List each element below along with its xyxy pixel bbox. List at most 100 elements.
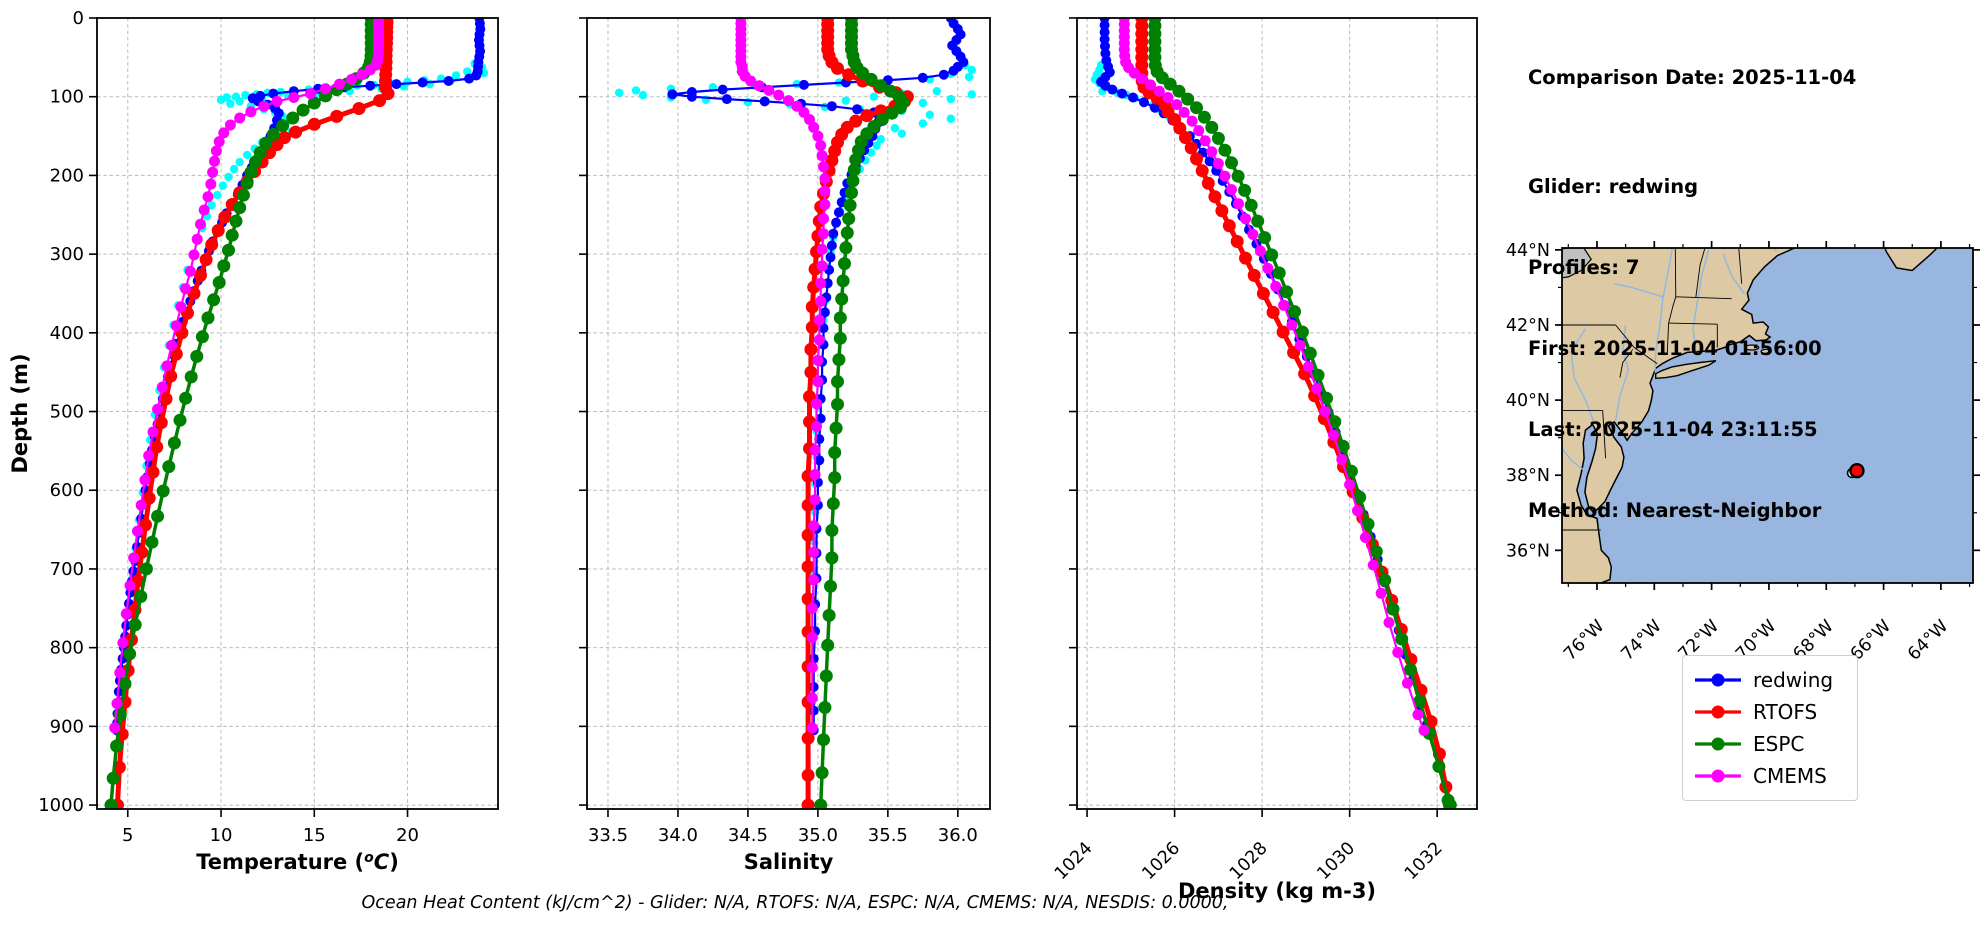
y-tick-label: 700	[50, 559, 84, 580]
series-marker	[1178, 106, 1190, 118]
state-border	[1674, 248, 1677, 297]
series-marker	[816, 260, 828, 272]
series-marker	[276, 119, 290, 133]
series-marker	[831, 375, 844, 389]
state-border	[1695, 248, 1706, 298]
series-CMEMS	[735, 18, 831, 734]
series-marker	[147, 426, 159, 438]
series-marker	[818, 228, 829, 240]
legend-marker	[1711, 769, 1725, 783]
series-marker	[808, 121, 820, 133]
series-marker	[1139, 97, 1149, 108]
series-marker	[1392, 646, 1404, 658]
location-map: 76°W 74°W 72°W 70°W 68°W 66°W 64°W44°N42°N40°N…	[1506, 241, 1980, 665]
series-marker	[809, 469, 821, 480]
series-marker	[819, 185, 831, 197]
series-marker	[154, 416, 168, 430]
series-marker	[1320, 391, 1333, 405]
series-marker	[1099, 27, 1110, 38]
series-marker	[717, 84, 728, 95]
scatter-point	[226, 99, 235, 108]
salinity-profile-panel: 33.5 34.0 34.5 35.0 35.5 36.0 Salinity	[579, 17, 991, 874]
series-marker	[812, 130, 824, 142]
series-marker	[814, 455, 825, 466]
series-marker	[1258, 231, 1272, 245]
series-marker	[225, 228, 239, 242]
scatter-point	[631, 86, 641, 95]
series-marker	[938, 69, 949, 80]
legend-line-swatch	[1695, 673, 1741, 687]
series-marker	[1344, 464, 1358, 478]
series-marker	[266, 128, 280, 141]
map-lon-label: 74°W	[1618, 616, 1666, 664]
series-marker	[417, 77, 428, 88]
series-marker	[1270, 280, 1282, 292]
series-marker	[1184, 141, 1198, 155]
scatter-point	[932, 86, 942, 96]
series-marker	[271, 95, 283, 107]
legend: redwing RTOFS ESPC CMEMS	[1682, 655, 1858, 801]
series-marker	[205, 238, 219, 252]
legend-marker	[1711, 673, 1725, 687]
x-tick-label: 34.0	[658, 825, 698, 846]
series-marker	[259, 136, 273, 150]
series-marker	[180, 283, 192, 295]
series-marker	[173, 413, 187, 427]
series-marker	[1353, 490, 1367, 504]
series-marker	[161, 360, 173, 372]
series-marker	[296, 103, 310, 117]
series-marker	[806, 692, 818, 704]
legend-line-swatch	[1695, 705, 1741, 719]
legend-entry-redwing: redwing	[1693, 664, 1845, 696]
series-marker	[1219, 170, 1231, 182]
series-marker	[123, 647, 137, 661]
series-marker	[1378, 573, 1392, 587]
y-axis-label: Depth (m)	[8, 353, 32, 473]
first-profile-time: First: 2025-11-04 01:56:00	[1528, 337, 1822, 360]
scatter-point	[213, 190, 222, 200]
series-marker	[1361, 517, 1375, 531]
series-marker	[753, 80, 765, 92]
series-marker	[164, 369, 178, 383]
series-marker	[1256, 287, 1270, 300]
series-marker	[1107, 84, 1118, 95]
x-tick-label: 33.5	[588, 825, 628, 846]
scatter-point	[876, 135, 886, 144]
ocean-heat-content-annotation: Ocean Heat Content (kJ/cm^2) - Glider: N…	[361, 893, 1229, 913]
series-marker	[1197, 110, 1211, 124]
series-ESPC	[814, 18, 910, 809]
series-marker	[808, 546, 820, 558]
grid	[587, 17, 990, 809]
series-marker	[170, 320, 182, 332]
series-CMEMS	[1118, 18, 1430, 736]
series-marker	[365, 80, 376, 91]
series-marker	[1218, 143, 1232, 157]
map-lat-label: 40°N	[1506, 391, 1550, 411]
series-marker	[286, 111, 300, 125]
series-marker	[1225, 156, 1238, 170]
x-tick-label: 15	[303, 825, 326, 846]
island-marthas-vineyard	[1744, 344, 1760, 351]
legend-line-swatch	[1695, 769, 1741, 783]
series-marker	[207, 166, 219, 178]
series-marker	[1344, 479, 1356, 491]
series-line	[113, 18, 380, 729]
series-marker	[801, 768, 815, 782]
x-axis-label: Temperature (oC)	[196, 850, 399, 874]
series-marker	[1230, 235, 1244, 248]
series-marker	[1395, 632, 1409, 646]
x-tick-label: 35.0	[798, 825, 838, 846]
series-CMEMS	[109, 18, 385, 734]
x-tick-label: 20	[396, 825, 419, 846]
series-marker	[806, 631, 818, 643]
series-marker	[842, 212, 856, 226]
y-tick-label: 600	[50, 480, 84, 501]
series-marker	[330, 109, 344, 123]
series-marker	[194, 268, 207, 282]
series-marker	[128, 552, 140, 564]
series-marker	[212, 276, 226, 289]
scatter-point	[967, 90, 977, 99]
series-marker	[188, 249, 200, 261]
series-marker	[320, 83, 331, 95]
